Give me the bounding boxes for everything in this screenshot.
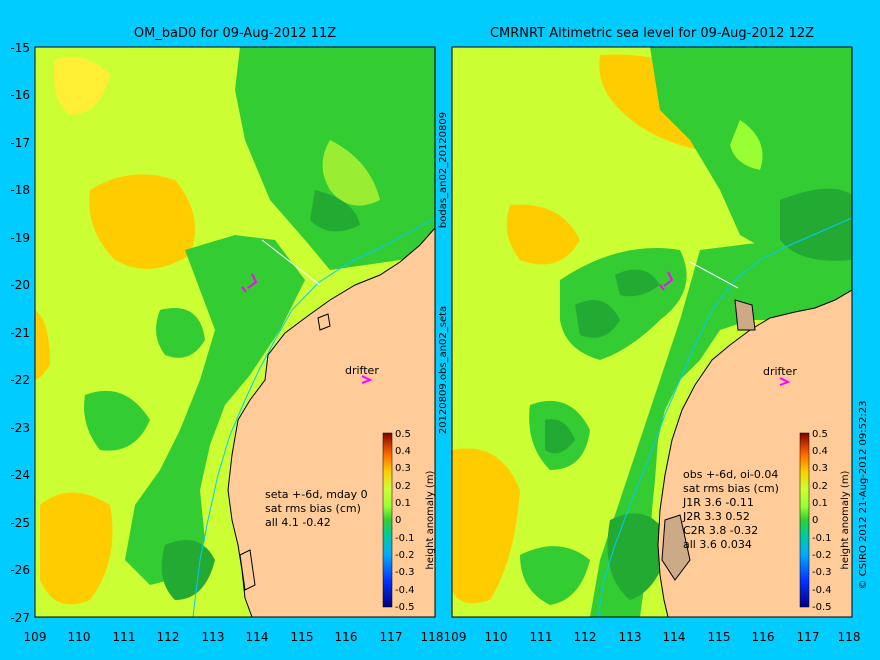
right-stats-line: all 3.6 0.034 xyxy=(683,538,752,551)
left-drifter-label: drifter xyxy=(345,364,379,377)
y-axis: -15 -16 -17 -18 -19 -20 -21 -22 -23 -24 … xyxy=(10,41,30,625)
y-tick-label: -17 xyxy=(10,136,30,150)
y-tick-label: -22 xyxy=(10,373,30,387)
x-tick-label: 113 xyxy=(619,630,642,644)
right-cb-tick: -0.1 xyxy=(812,533,832,544)
x-tick-label: 117 xyxy=(380,630,403,644)
left-cb-tick: -0.4 xyxy=(395,585,415,596)
right-cb-tick: -0.4 xyxy=(812,585,832,596)
x-tick-label: 118 xyxy=(421,630,444,644)
right-cb-tick: 0.3 xyxy=(812,463,828,474)
x-tick-label: 111 xyxy=(530,630,553,644)
right-stats-line: sat rms bias (cm) xyxy=(683,482,779,495)
y-tick-label: -23 xyxy=(10,421,30,435)
right-drifter-label: drifter xyxy=(763,365,797,378)
right-stats-line: C2R 3.8 -0.32 xyxy=(683,524,758,537)
left-stats-box: seta +-6d, mday 0 sat rms bias (cm) all … xyxy=(265,488,368,529)
y-tick-label: -21 xyxy=(10,326,30,340)
right-cb-tick: -0.3 xyxy=(812,567,832,578)
y-tick-label: -25 xyxy=(10,516,30,530)
x-tick-label: 114 xyxy=(246,630,269,644)
right-cb-tick: 0.1 xyxy=(812,498,828,509)
left-colorbar: 0.5 0.4 0.3 0.2 0.1 0 -0.1 -0.2 -0.3 -0.… xyxy=(382,429,436,613)
y-tick-label: -26 xyxy=(10,563,30,577)
x-tick-label: 114 xyxy=(663,630,686,644)
right-cb-tick: 0.2 xyxy=(812,481,828,492)
side-label-bottom: 20120809.obs_an02_seta xyxy=(438,306,449,434)
x-tick-label: 112 xyxy=(574,630,597,644)
right-stats-line: obs +-6d, oi-0.04 xyxy=(683,468,778,481)
right-cb-tick: -0.2 xyxy=(812,550,832,561)
y-tick-label: -16 xyxy=(10,88,30,102)
y-tick-label: -24 xyxy=(10,468,30,482)
left-cb-tick: 0.5 xyxy=(395,429,411,440)
y-tick-label: -19 xyxy=(10,231,30,245)
x-tick-label: 110 xyxy=(485,630,508,644)
right-cb-tick: 0.4 xyxy=(812,446,828,457)
y-tick-label: -18 xyxy=(10,183,30,197)
right-stats-box: obs +-6d, oi-0.04 sat rms bias (cm) J1R … xyxy=(682,468,779,551)
x-tick-label: 110 xyxy=(68,630,91,644)
x-tick-label: 115 xyxy=(708,630,731,644)
left-map-panel xyxy=(35,47,435,617)
x-tick-label: 116 xyxy=(752,630,775,644)
credit-label: © CSIRO 2012 21-Aug-2012 09:52:23 xyxy=(858,401,869,590)
left-stats-line: all 4.1 -0.42 xyxy=(265,516,331,529)
x-tick-label: 109 xyxy=(444,630,467,644)
y-tick-label: -20 xyxy=(10,278,30,292)
left-stats-line: sat rms bias (cm) xyxy=(265,502,361,515)
right-panel-title: CMRNRT Altimetric sea level for 09-Aug-2… xyxy=(490,26,814,41)
left-cb-tick: -0.5 xyxy=(395,602,415,613)
left-cb-tick: 0.2 xyxy=(395,481,411,492)
left-panel-title: OM_baD0 for 09-Aug-2012 11Z xyxy=(134,26,336,41)
right-x-axis: 109 110 111 112 113 114 115 116 117 118 xyxy=(444,630,861,644)
left-stats-line: seta +-6d, mday 0 xyxy=(265,488,368,501)
right-colorbar: 0.5 0.4 0.3 0.2 0.1 0 -0.1 -0.2 -0.3 -0.… xyxy=(799,429,851,613)
left-cb-tick: 0.4 xyxy=(395,446,411,457)
left-cb-tick: -0.2 xyxy=(395,550,415,561)
left-cb-tick: -0.3 xyxy=(395,567,415,578)
left-cb-tick: 0 xyxy=(395,515,401,526)
left-cb-tick: 0.1 xyxy=(395,498,411,509)
left-x-axis: 109 110 111 112 113 114 115 116 117 118 xyxy=(24,630,444,644)
x-tick-label: 113 xyxy=(202,630,225,644)
x-tick-label: 116 xyxy=(335,630,358,644)
left-cb-tick: -0.1 xyxy=(395,533,415,544)
x-tick-label: 117 xyxy=(797,630,820,644)
x-tick-label: 118 xyxy=(838,630,861,644)
y-tick-label: -27 xyxy=(10,611,30,625)
left-colorbar-label: height anomaly (m) xyxy=(425,470,436,569)
left-cb-tick: 0.3 xyxy=(395,463,411,474)
x-tick-label: 112 xyxy=(157,630,180,644)
x-tick-label: 111 xyxy=(113,630,136,644)
right-stats-line: J2R 3.3 0.52 xyxy=(682,510,750,523)
right-cb-tick: -0.5 xyxy=(812,602,832,613)
x-tick-label: 115 xyxy=(291,630,314,644)
right-cb-tick: 0.5 xyxy=(812,429,828,440)
side-label-top: bodas_an02_20120809 xyxy=(438,112,449,228)
y-tick-label: -15 xyxy=(10,41,30,55)
x-tick-label: 109 xyxy=(24,630,47,644)
right-cb-tick: 0 xyxy=(812,515,818,526)
right-colorbar-label: height anomaly (m) xyxy=(840,470,851,569)
right-stats-line: J1R 3.6 -0.11 xyxy=(682,496,754,509)
right-map-panel xyxy=(452,47,852,617)
